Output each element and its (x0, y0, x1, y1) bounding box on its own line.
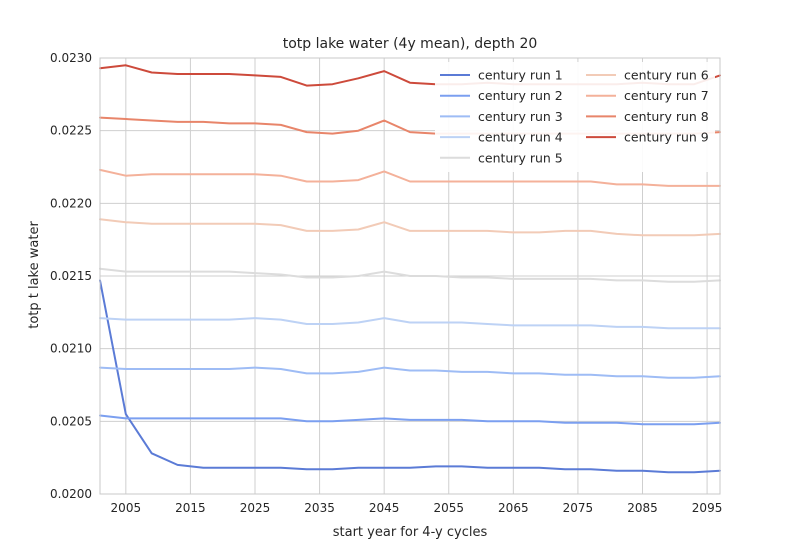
series-line-run-2 (99, 414, 721, 426)
legend-label: century run 7 (624, 88, 709, 103)
legend-label: century run 5 (478, 150, 563, 165)
y-axis-ticks: 0.0200 0.0205 0.0210 0.0215 0.0220 0.0225 0.02… (50, 51, 92, 501)
y-tick-label: 0.0225 (50, 124, 92, 138)
x-tick-label: 2025 (240, 501, 271, 515)
legend: century run 1 century run 2 century run 3 c… (435, 62, 715, 172)
y-tick-label: 0.0230 (50, 51, 92, 65)
series-line-run-1 (99, 279, 721, 474)
legend-label: century run 3 (478, 109, 563, 124)
series-line-run-4 (99, 317, 721, 330)
series-line-run-6 (99, 218, 721, 237)
x-axis-ticks: 2005 2015 2025 2035 2045 2055 2065 2075 2085 2095 (111, 501, 723, 515)
x-tick-label: 2015 (175, 501, 206, 515)
x-tick-label: 2075 (563, 501, 594, 515)
y-tick-label: 0.0210 (50, 342, 92, 356)
series-line-run-7 (99, 168, 721, 187)
x-tick-label: 2095 (692, 501, 723, 515)
x-axis-label: start year for 4-y cycles (333, 525, 488, 540)
legend-label: century run 9 (624, 130, 709, 145)
x-tick-label: 2005 (111, 501, 142, 515)
x-tick-label: 2055 (433, 501, 464, 515)
x-tick-label: 2065 (498, 501, 529, 515)
y-tick-label: 0.0220 (50, 196, 92, 210)
legend-entry: century run 8 (586, 109, 709, 124)
x-tick-label: 2085 (627, 501, 658, 515)
series-lines (99, 64, 721, 474)
y-tick-label: 0.0215 (50, 269, 92, 283)
legend-box (435, 62, 715, 172)
legend-label: century run 6 (624, 68, 709, 83)
legend-entry: century run 7 (586, 88, 709, 103)
legend-entry: century run 4 (440, 130, 563, 145)
x-tick-label: 2035 (304, 501, 335, 515)
x-tick-label: 2045 (369, 501, 400, 515)
legend-entry: century run 3 (440, 109, 563, 124)
legend-entry: century run 2 (440, 88, 563, 103)
plot-frame (99, 57, 721, 495)
series-line-run-5 (99, 267, 721, 283)
legend-label: century run 1 (478, 68, 563, 83)
legend-label: century run 8 (624, 109, 709, 124)
legend-label: century run 4 (478, 130, 563, 145)
legend-entry: century run 6 (586, 68, 709, 83)
legend-entry: century run 1 (440, 68, 563, 83)
y-tick-label: 0.0200 (50, 487, 92, 501)
legend-entry: century run 5 (440, 150, 563, 165)
legend-label: century run 2 (478, 88, 563, 103)
y-axis-label: totp t lake water (27, 221, 42, 329)
legend-entry: century run 9 (586, 130, 709, 145)
y-tick-label: 0.0205 (50, 414, 92, 428)
chart-title: totp lake water (4y mean), depth 20 (283, 36, 538, 52)
series-line-run-3 (99, 366, 721, 379)
